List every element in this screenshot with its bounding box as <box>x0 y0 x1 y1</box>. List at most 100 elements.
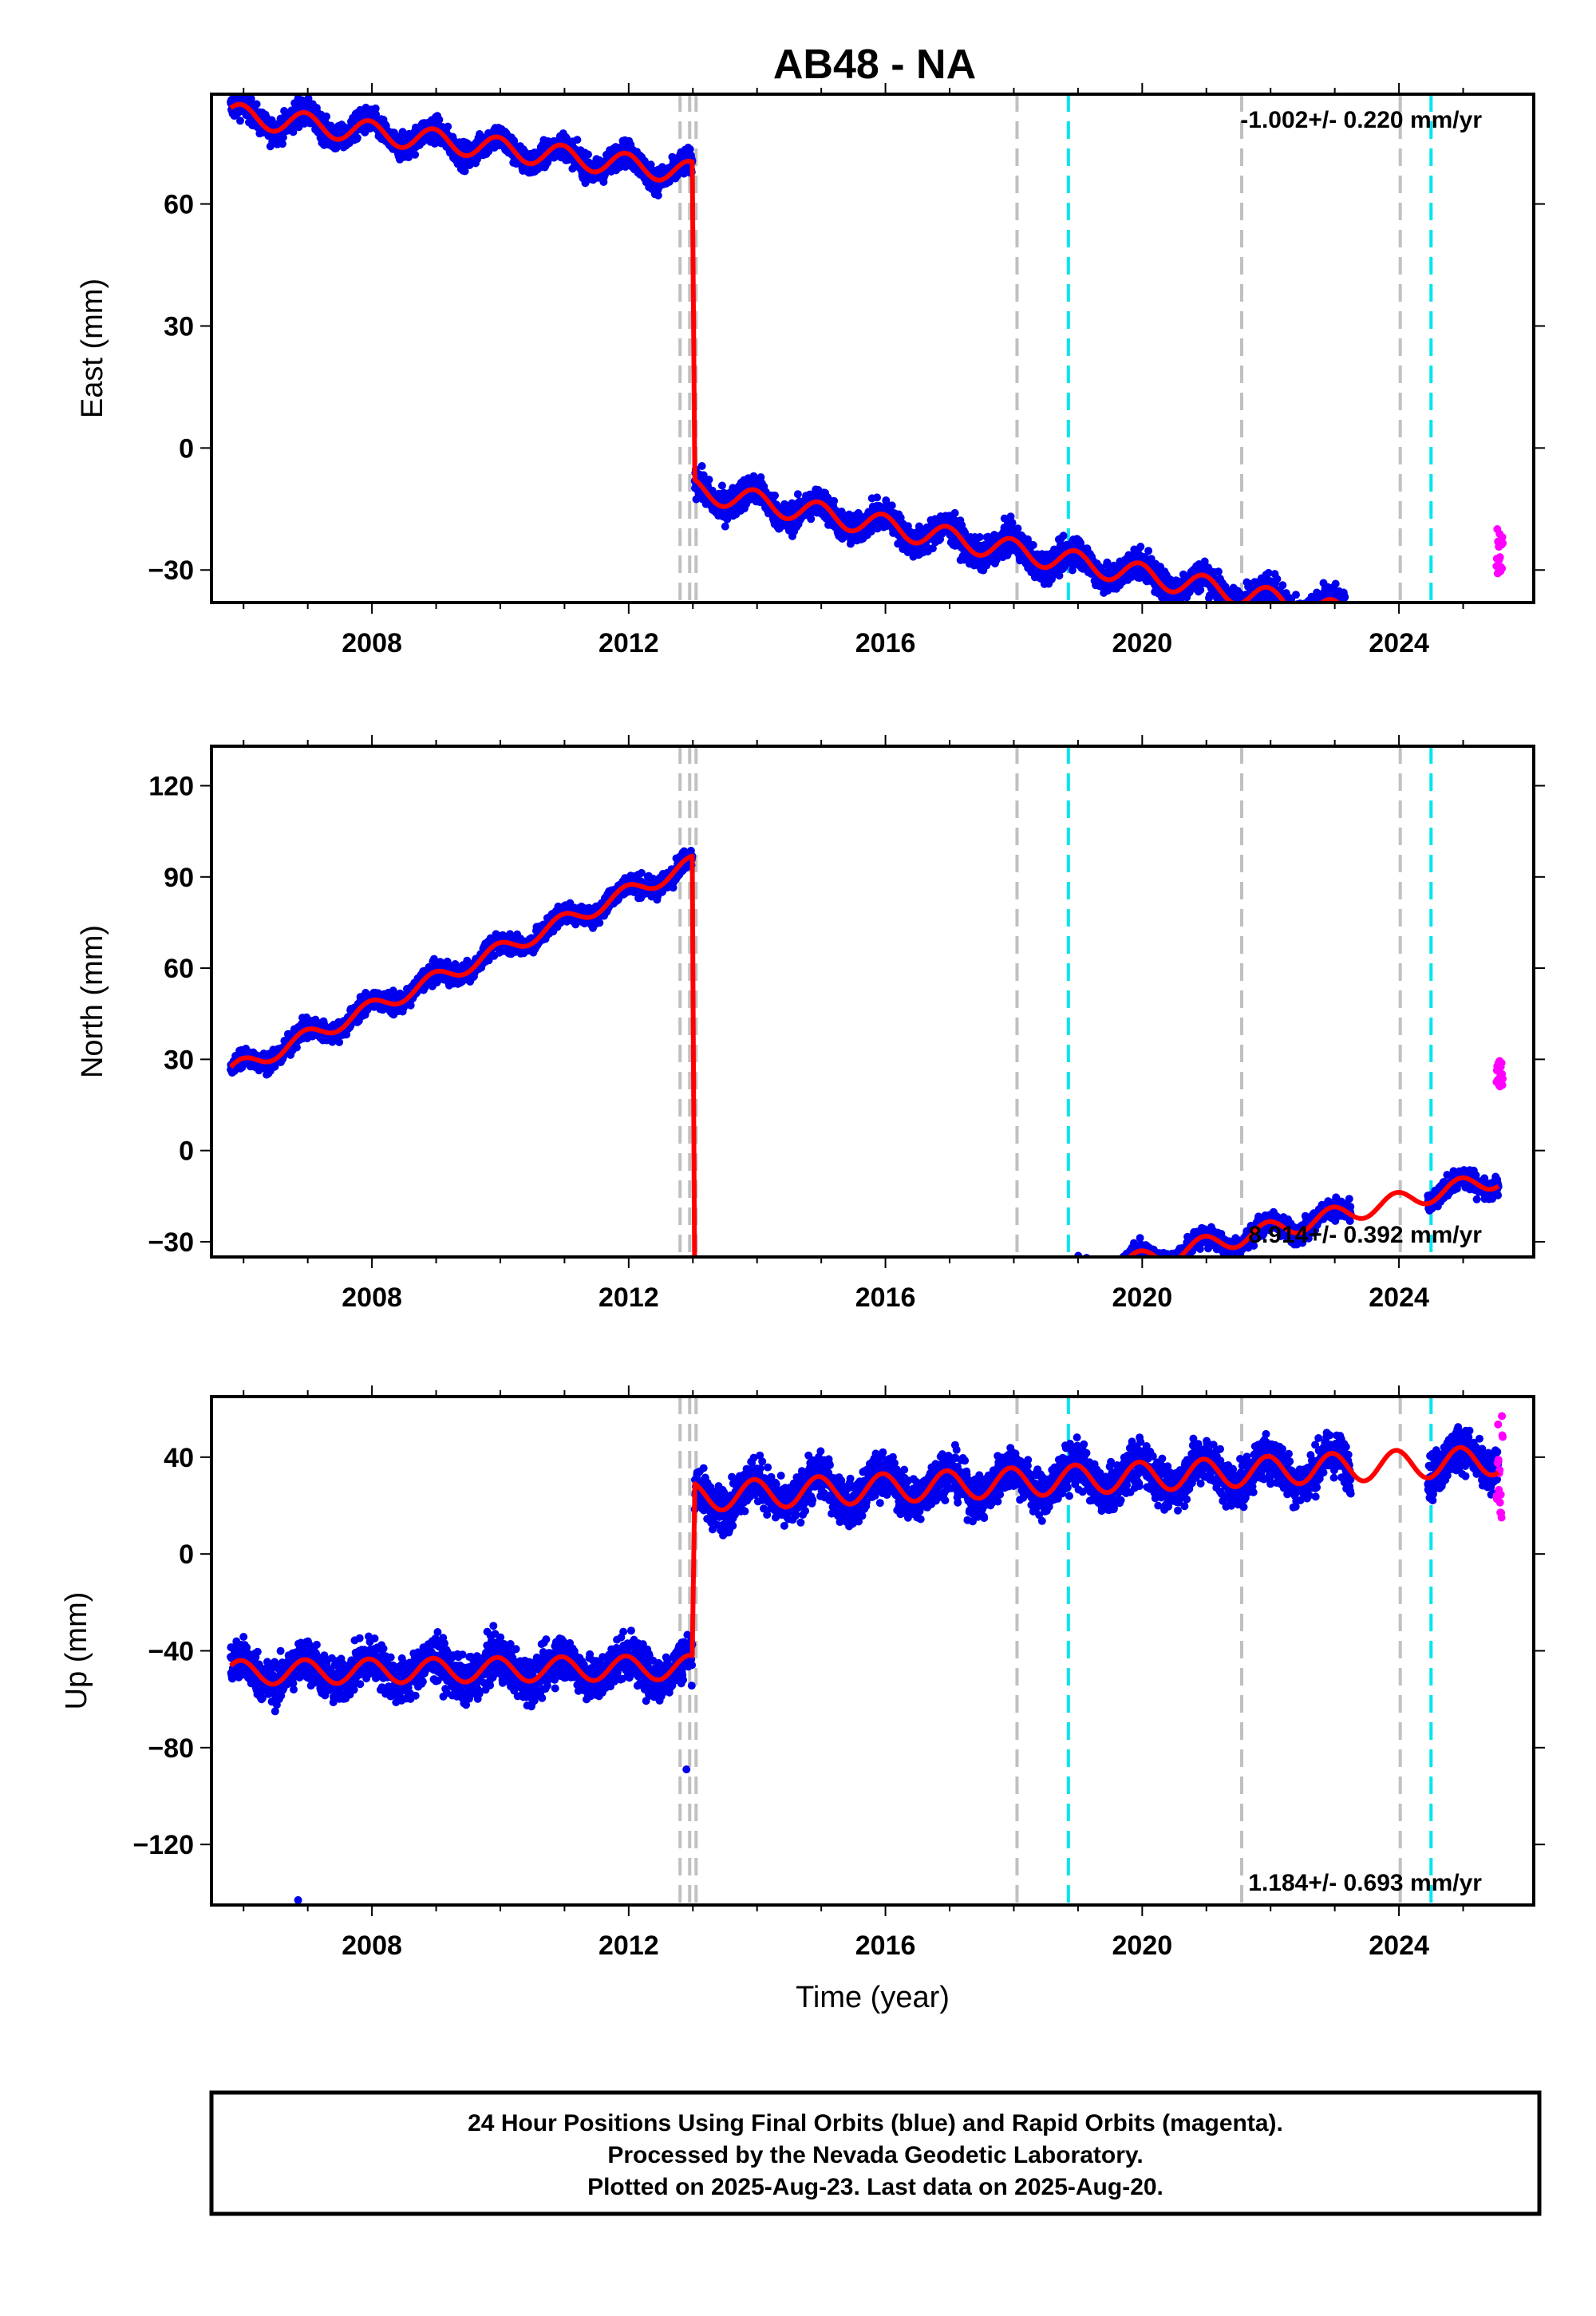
final-orbit-point <box>1473 646 1481 654</box>
final-orbit-point <box>1223 612 1231 620</box>
final-orbit-point <box>1447 631 1455 639</box>
final-orbit-point <box>1310 603 1317 611</box>
final-orbit-point <box>1294 610 1302 618</box>
final-orbit-point <box>1490 664 1498 672</box>
final-orbit-point <box>1340 614 1348 622</box>
final-orbit-point <box>444 122 452 131</box>
final-orbit-point <box>1227 603 1235 611</box>
final-orbit-point <box>1482 640 1490 648</box>
final-orbit-point <box>1487 644 1495 652</box>
final-orbit-point <box>1278 581 1287 590</box>
final-orbit-point <box>1430 642 1438 650</box>
final-orbit-point <box>1345 618 1353 626</box>
final-orbit-point <box>1302 608 1310 616</box>
final-orbit-point <box>1341 606 1349 614</box>
final-orbit-point <box>1298 616 1306 624</box>
final-orbit-point <box>1436 621 1444 629</box>
final-orbit-point <box>1295 625 1303 633</box>
final-orbit-point <box>1431 638 1439 646</box>
final-orbit-point <box>1238 611 1246 619</box>
final-orbit-point <box>1323 612 1331 620</box>
final-orbit-point <box>1444 630 1452 638</box>
final-orbit-point <box>1238 607 1246 615</box>
final-orbit-point <box>1471 646 1479 654</box>
final-orbit-point <box>322 113 331 121</box>
final-orbit-point <box>1460 609 1468 617</box>
final-orbit-point <box>1479 647 1487 655</box>
final-orbit-point <box>1295 607 1303 615</box>
final-orbit-point <box>1472 642 1479 650</box>
final-orbit-point <box>1298 610 1306 618</box>
final-orbit-point <box>1491 644 1499 652</box>
final-orbit-point <box>1341 603 1349 611</box>
final-orbit-point <box>1313 607 1321 615</box>
final-orbit-point <box>1320 606 1328 614</box>
final-orbit-point <box>1316 616 1324 624</box>
final-orbit-point <box>1245 603 1253 611</box>
final-orbit-point <box>1463 634 1471 642</box>
final-orbit-point <box>1314 619 1321 626</box>
final-orbit-point <box>1448 611 1456 619</box>
final-orbit-point <box>1460 632 1468 640</box>
final-orbit-point <box>1476 630 1483 638</box>
final-orbit-point <box>1432 638 1440 646</box>
final-orbit-point <box>717 481 726 490</box>
final-orbit-point <box>1298 611 1306 619</box>
final-orbit-point <box>1472 646 1480 654</box>
final-orbit-point <box>1464 609 1472 617</box>
final-orbit-point <box>1483 653 1491 661</box>
final-orbit-point <box>1450 614 1458 622</box>
final-orbit-point <box>1464 630 1472 638</box>
final-orbit-point <box>1487 661 1495 669</box>
final-orbit-point <box>1456 614 1464 622</box>
final-orbit-point <box>1448 615 1456 622</box>
final-orbit-point <box>1437 646 1445 654</box>
final-orbit-point <box>1455 629 1463 637</box>
final-orbit-point <box>1446 617 1454 625</box>
final-orbit-point <box>1481 652 1489 660</box>
final-orbit-point <box>1433 628 1441 636</box>
final-orbit-point <box>1469 636 1477 644</box>
final-orbit-point <box>1293 604 1301 612</box>
final-orbit-point <box>1346 616 1354 624</box>
final-orbit-point <box>1464 634 1472 642</box>
final-orbit-point <box>1485 638 1493 646</box>
final-orbit-point <box>1347 607 1355 615</box>
final-orbit-point <box>1345 620 1353 628</box>
final-orbit-point <box>573 136 582 144</box>
final-orbit-point <box>1441 627 1449 635</box>
final-orbit-point <box>1291 606 1299 614</box>
final-orbit-point <box>1435 643 1443 651</box>
final-orbit-point <box>1473 648 1481 656</box>
final-orbit-point <box>1439 634 1447 642</box>
final-orbit-point <box>1059 532 1068 540</box>
final-orbit-point <box>1440 627 1448 635</box>
final-orbit-point <box>1286 607 1294 615</box>
final-orbit-point <box>1306 604 1314 612</box>
final-orbit-point <box>1476 629 1484 637</box>
final-orbit-point <box>1440 642 1448 650</box>
final-orbit-point <box>1430 634 1438 642</box>
final-orbit-point <box>1438 613 1446 621</box>
final-orbit-point <box>1301 608 1309 616</box>
final-orbit-point <box>1312 623 1320 631</box>
final-orbit-point <box>1301 609 1309 617</box>
final-orbit-point <box>1454 616 1462 624</box>
final-orbit-point <box>1476 634 1483 642</box>
final-orbit-point <box>1449 620 1457 628</box>
final-orbit-point <box>1443 629 1451 637</box>
final-orbit-point <box>1477 640 1485 648</box>
final-orbit-point <box>1469 631 1477 639</box>
final-orbit-point <box>1432 634 1440 642</box>
final-orbit-point <box>1279 604 1287 612</box>
final-orbit-point <box>1461 628 1469 636</box>
final-orbit-point <box>1489 651 1497 659</box>
final-orbit-point <box>1283 609 1291 617</box>
final-orbit-point <box>1306 617 1314 625</box>
final-orbit-point <box>1483 646 1491 654</box>
final-orbit-point <box>1304 621 1312 629</box>
final-orbit-point <box>1290 607 1298 615</box>
final-orbit-point <box>1490 649 1498 657</box>
final-orbit-point <box>252 100 261 109</box>
final-orbit-point <box>1273 575 1282 583</box>
